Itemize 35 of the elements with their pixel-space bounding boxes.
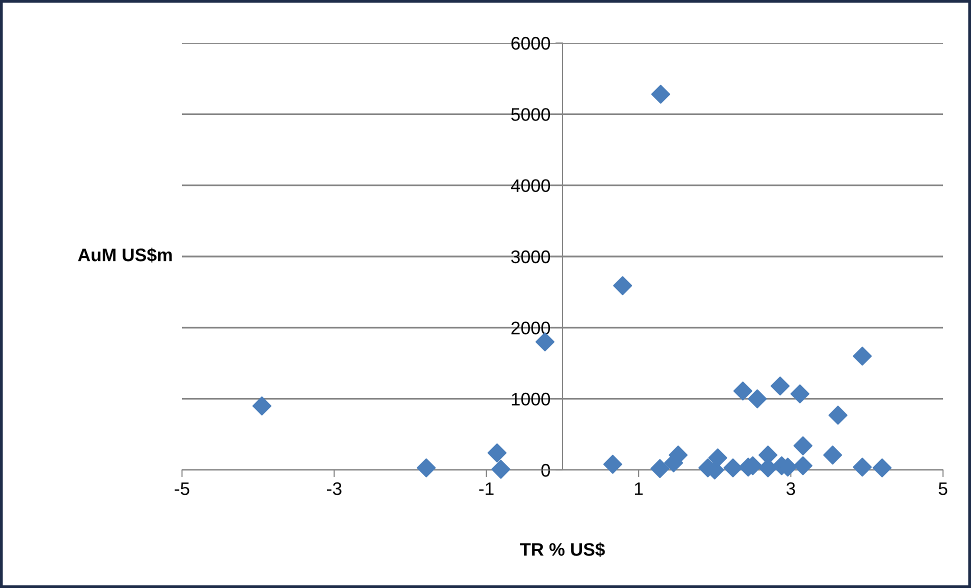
point xyxy=(828,406,848,425)
point xyxy=(252,396,272,416)
y-axis-title: AuM US$m xyxy=(78,248,172,263)
point xyxy=(733,382,752,400)
x-axis-title: TR % US$ xyxy=(520,542,605,558)
point xyxy=(790,384,810,404)
x-tick-label: 3 xyxy=(786,482,796,496)
y-tick-label: 3000 xyxy=(511,250,550,264)
point xyxy=(708,448,728,468)
point xyxy=(416,458,436,478)
x-tick-label: -5 xyxy=(174,482,190,496)
point xyxy=(650,459,670,478)
y-tick-label: 5000 xyxy=(511,108,550,121)
point xyxy=(488,443,507,462)
point xyxy=(793,436,812,456)
point xyxy=(603,454,622,474)
point xyxy=(852,458,872,477)
x-tick-label: -3 xyxy=(326,482,342,496)
y-tick-label: 4000 xyxy=(510,179,550,192)
point xyxy=(748,389,767,408)
x-tick-label: -1 xyxy=(479,482,494,495)
point xyxy=(651,84,670,104)
point xyxy=(793,456,812,476)
point xyxy=(770,376,790,396)
y-tick-label: 1000 xyxy=(512,392,550,406)
y-tick-label: 2000 xyxy=(511,322,550,334)
point xyxy=(491,460,510,479)
point xyxy=(852,346,872,366)
point xyxy=(823,446,842,465)
y-tick-label: 6000 xyxy=(511,36,550,50)
point xyxy=(872,458,892,478)
x-tick-label: 1 xyxy=(634,482,643,495)
point xyxy=(723,458,742,478)
point xyxy=(613,276,632,296)
x-tick-label: 5 xyxy=(938,482,948,496)
